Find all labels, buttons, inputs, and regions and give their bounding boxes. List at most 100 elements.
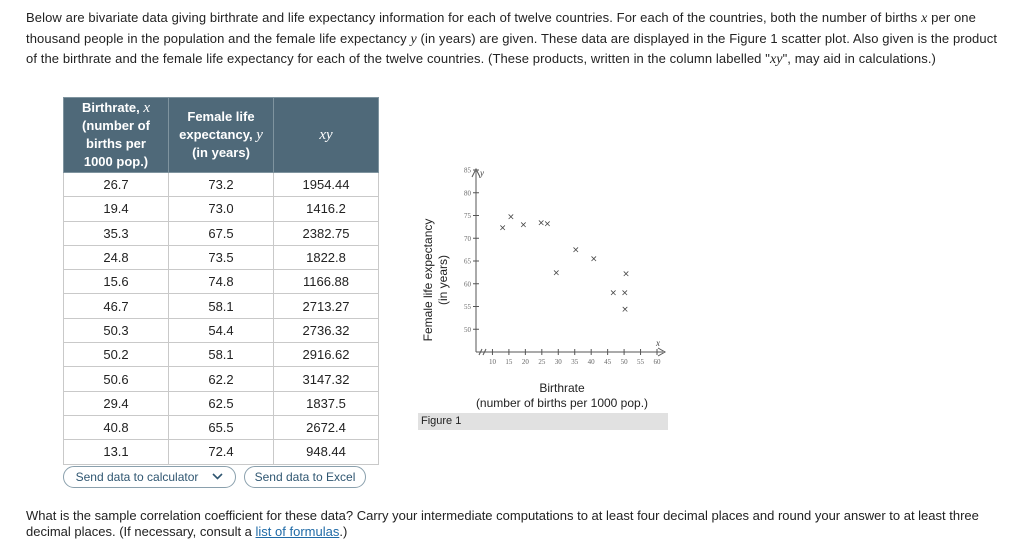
cell-birthrate: 24.8	[63, 244, 169, 271]
cell-birthrate: 46.7	[63, 293, 169, 319]
svg-text:(in years): (in years)	[436, 255, 450, 305]
scatter-point: ×	[537, 218, 545, 228]
cell-life-expectancy: 74.8	[168, 269, 274, 295]
list-of-formulas-link[interactable]: list of formulas	[255, 524, 340, 539]
y-tick-label: 50	[464, 326, 472, 334]
cell-xy: 2916.62	[273, 342, 379, 368]
intro-text-2: per one thousand people in the populatio…	[26, 10, 976, 46]
cell-birthrate: 29.4	[63, 390, 169, 416]
svg-text:Female life expectancy: Female life expectancy	[421, 219, 435, 342]
cell-life-expectancy: 72.4	[168, 439, 274, 465]
intro-text-1: Below are bivariate data giving birthrat…	[26, 10, 922, 25]
scatter-point: ×	[499, 223, 507, 233]
calculator-button-label: Send data to calculator	[75, 470, 199, 484]
table-row: 46.7 58.1 2713.27	[63, 293, 379, 319]
table-row: 15.6 74.8 1166.88	[63, 269, 379, 295]
question-text: What is the sample correlation coefficie…	[26, 508, 979, 539]
cell-life-expectancy: 73.5	[168, 244, 274, 271]
table-row: 13.1 72.4 948.44	[63, 439, 379, 465]
intro-text-3: (in years) are given. These data are dis…	[26, 30, 998, 67]
y-tick-label: 65	[464, 258, 472, 266]
cell-birthrate: 19.4	[63, 196, 169, 222]
axis-break-mark	[478, 348, 487, 356]
y-tick-label: 85	[464, 167, 472, 175]
y-tick-label: 70	[464, 235, 472, 243]
cell-xy: 1837.5	[273, 390, 379, 416]
send-to-excel-button[interactable]: Send data to Excel	[244, 466, 366, 488]
cell-birthrate: 26.7	[63, 171, 169, 198]
table-row: 29.4 62.5 1837.5	[63, 390, 379, 416]
table-row: 24.8 73.5 1822.8	[63, 244, 379, 271]
table-header-row: Birthrate, x (number of births per 1000 …	[63, 97, 379, 173]
var-xy: xy	[769, 52, 783, 67]
data-table: Birthrate, x (number of births per 1000 …	[63, 97, 379, 465]
problem-intro: Below are bivariate data giving birthrat…	[26, 8, 1006, 70]
scatter-plot: Female life expectancy (in years) y x 50…	[421, 167, 667, 410]
x-tick-label: 15	[505, 358, 512, 366]
table-row: 26.7 73.2 1954.44	[63, 171, 379, 198]
cell-xy: 948.44	[273, 439, 379, 465]
cell-birthrate: 13.1	[63, 439, 169, 465]
y-tick-label: 80	[464, 189, 472, 197]
cell-xy: 2382.75	[273, 220, 379, 246]
x-axis-label-line1: Birthrate	[539, 381, 585, 395]
cell-life-expectancy: 54.4	[168, 317, 274, 344]
scatter-point: ×	[622, 270, 630, 280]
x-axis-label-line2: (number of births per 1000 pop.)	[476, 396, 648, 410]
cell-life-expectancy: 62.2	[168, 366, 274, 392]
cell-life-expectancy: 73.2	[168, 171, 274, 198]
x-tick-label: 30	[555, 358, 563, 366]
cell-xy: 1822.8	[273, 244, 379, 271]
cell-life-expectancy: 58.1	[168, 342, 274, 368]
scatter-point: ×	[507, 212, 515, 222]
x-ticks: 10 15 20 25 30 35 40 45 50 55 60	[489, 349, 661, 366]
cell-birthrate: 35.3	[63, 220, 169, 246]
scatter-point: ×	[544, 220, 552, 230]
cell-xy: 2672.4	[273, 414, 379, 441]
y-tick-label: 60	[464, 280, 472, 288]
scatter-point: ×	[553, 268, 561, 278]
scatter-point: ×	[609, 288, 617, 298]
scatter-point: ×	[590, 255, 598, 265]
intro-text-4: ", may aid in calculations.)	[782, 51, 936, 66]
cell-birthrate: 15.6	[63, 269, 169, 295]
var-y: y	[410, 31, 417, 47]
header-xy: xy	[273, 97, 379, 173]
cell-birthrate: 50.2	[63, 342, 169, 368]
y-tick-label: 75	[464, 212, 472, 220]
table-row: 35.3 67.5 2382.75	[63, 220, 379, 246]
scatter-point: ×	[621, 305, 629, 315]
y-axis-arrow	[471, 167, 481, 178]
var-x: x	[921, 11, 928, 26]
data-points: ××××××××××××	[499, 212, 630, 315]
y-tick-label: 55	[464, 303, 472, 311]
cell-life-expectancy: 58.1	[168, 293, 274, 319]
table-row: 50.3 54.4 2736.32	[63, 317, 379, 344]
excel-button-label: Send data to Excel	[254, 470, 356, 484]
send-to-calculator-button[interactable]: Send data to calculator	[63, 466, 236, 488]
table-row: 50.6 62.2 3147.32	[63, 366, 379, 392]
x-tick-label: 25	[538, 358, 546, 366]
header-life-expectancy: Female life expectancy, y (in years)	[168, 97, 274, 173]
cell-life-expectancy: 67.5	[168, 220, 274, 246]
figure-caption: Figure 1	[418, 413, 668, 430]
cell-birthrate: 50.3	[63, 317, 169, 344]
cell-xy: 3147.32	[273, 366, 379, 392]
cell-xy: 1416.2	[273, 196, 379, 222]
table-row: 50.2 58.1 2916.62	[63, 342, 379, 368]
x-tick-label: 45	[604, 358, 612, 366]
x-var-label: x	[655, 338, 660, 348]
x-tick-label: 40	[588, 358, 596, 366]
cell-xy: 1166.88	[273, 269, 379, 295]
cell-birthrate: 40.8	[63, 414, 169, 441]
x-tick-label: 35	[571, 358, 579, 366]
x-axis-arrow	[657, 347, 667, 357]
y-var-label: y	[479, 168, 484, 178]
cell-life-expectancy: 62.5	[168, 390, 274, 416]
scatter-point: ×	[520, 221, 528, 231]
x-tick-label: 50	[621, 358, 629, 366]
chevron-down-icon	[212, 471, 223, 483]
x-tick-label: 60	[654, 358, 662, 366]
cell-birthrate: 50.6	[63, 366, 169, 392]
cell-xy: 1954.44	[273, 171, 379, 198]
